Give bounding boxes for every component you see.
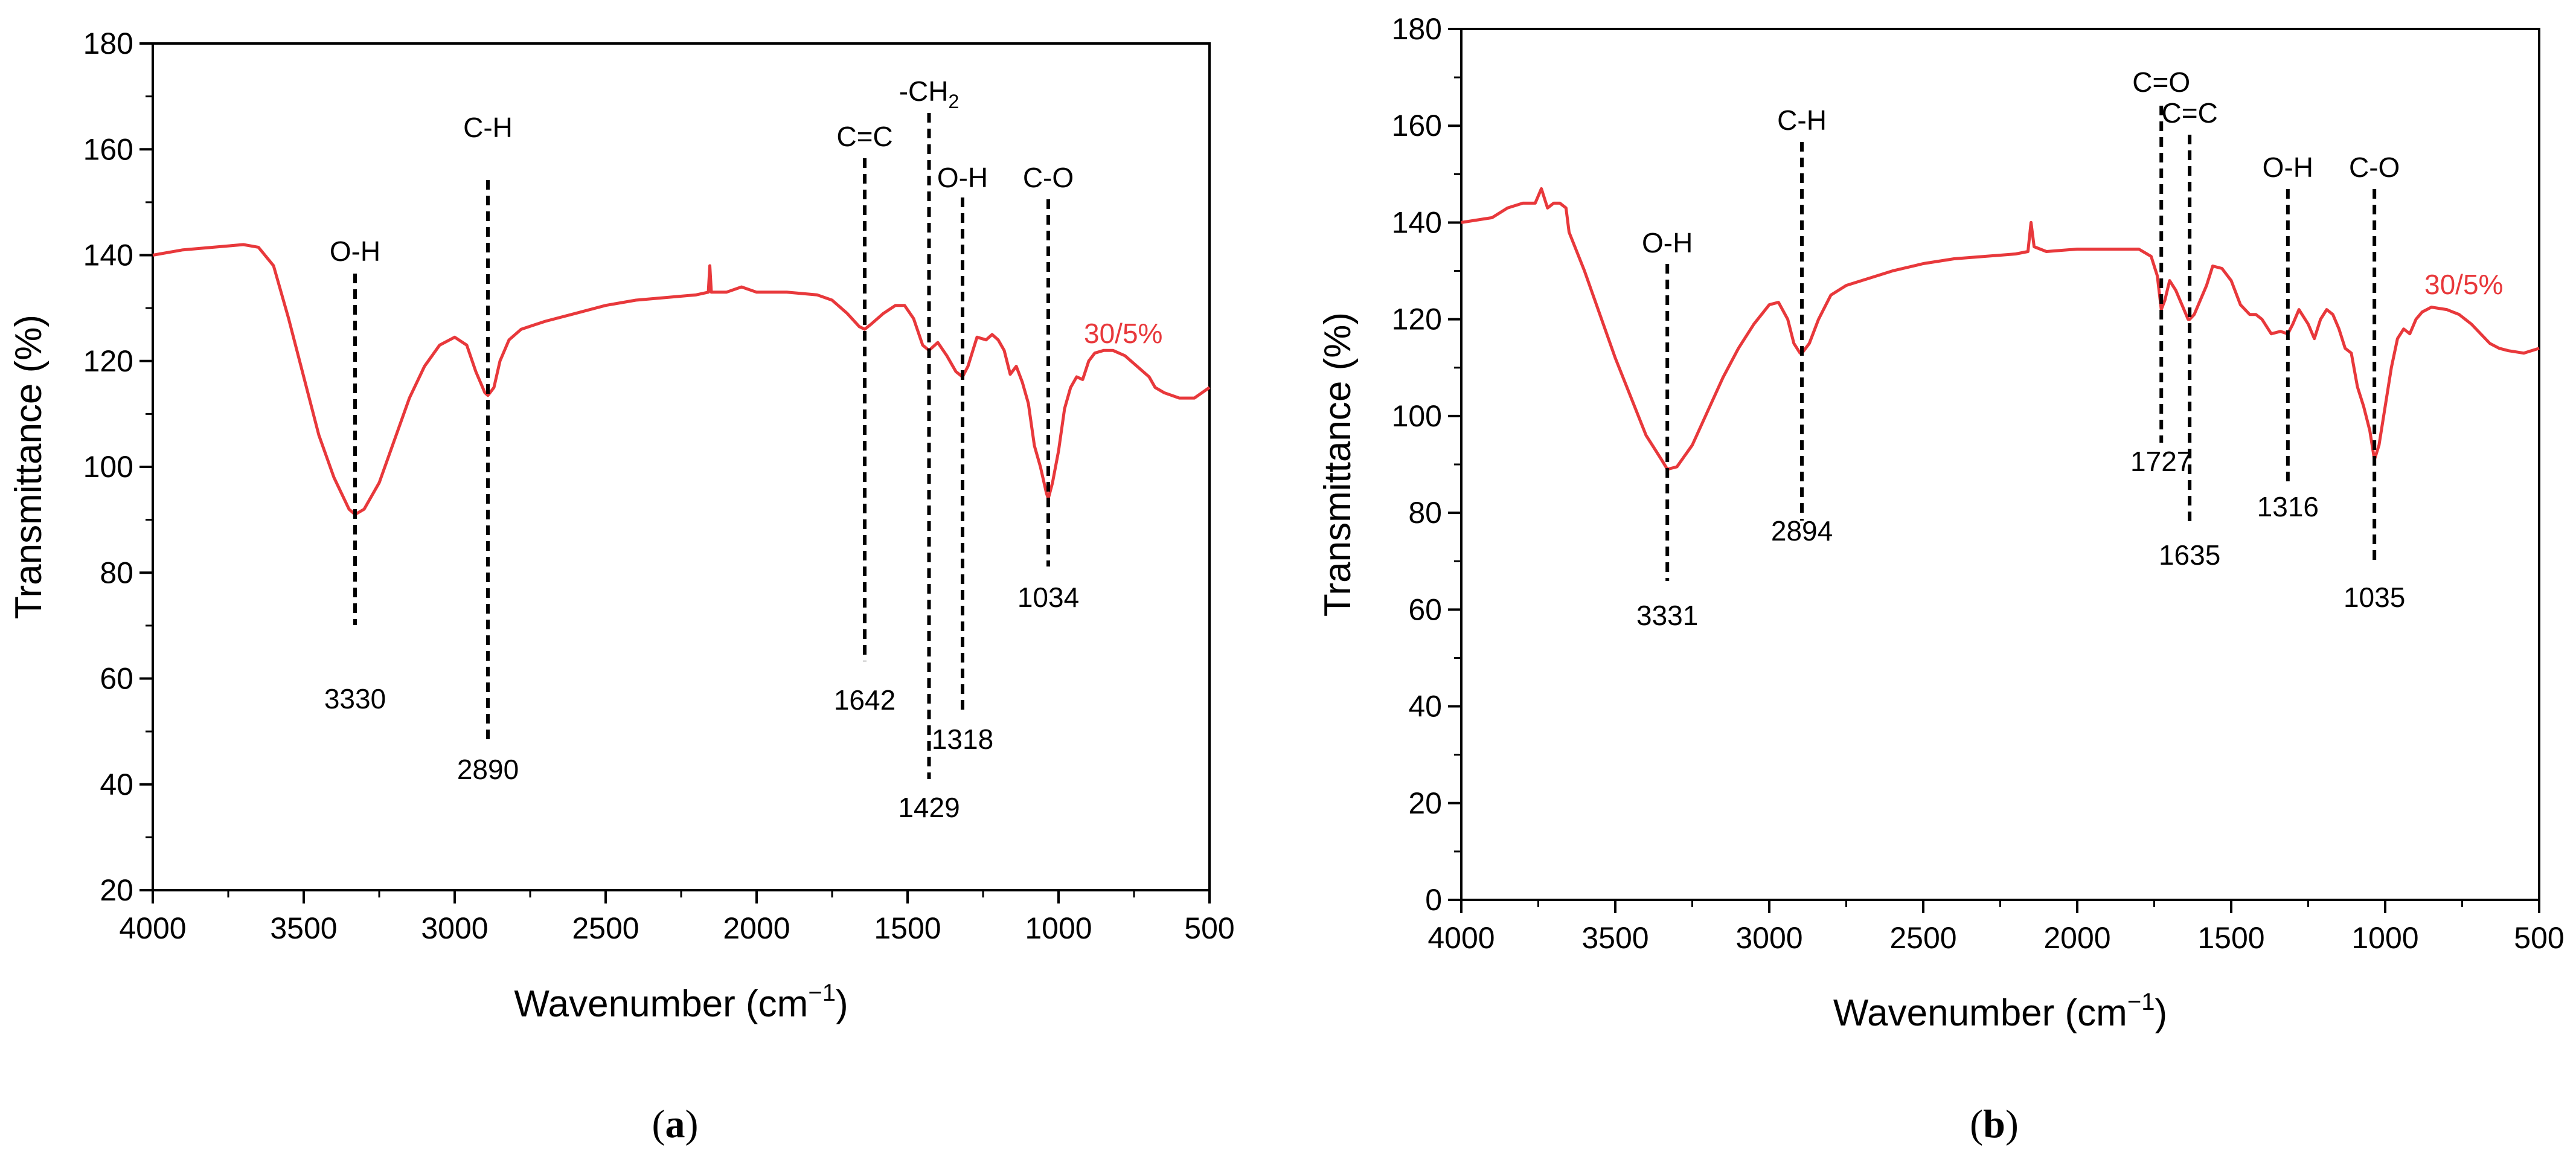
panel-label: (b) bbox=[1970, 1102, 2019, 1146]
y-tick-label: 60 bbox=[1408, 592, 1442, 626]
series-label: 30/5% bbox=[2424, 269, 2503, 300]
peak-wavenumber-label: 1642 bbox=[834, 684, 896, 716]
series-label: 30/5% bbox=[1084, 318, 1162, 349]
x-axis-title: Wavenumber (cm−1) bbox=[1833, 989, 2167, 1034]
x-tick-label: 2500 bbox=[1889, 921, 1956, 955]
x-tick-label: 4000 bbox=[1427, 921, 1495, 955]
y-tick-label: 40 bbox=[1408, 690, 1442, 724]
y-tick-label: 80 bbox=[100, 556, 133, 589]
x-axis-title: Wavenumber (cm−1) bbox=[514, 980, 848, 1025]
spectrum-line-a bbox=[152, 243, 1211, 516]
peak-wavenumber-label: 1318 bbox=[932, 724, 993, 755]
x-tick-label: 1000 bbox=[2351, 921, 2418, 955]
y-axis-title: Transmittance (%) bbox=[8, 315, 50, 619]
peak-group-label: O-H bbox=[2263, 152, 2313, 183]
peak-wavenumber-label: 1316 bbox=[2257, 491, 2319, 522]
chart-panel-b: 4000 3500 3000 2500 2000 1500 1000 500 0 20 40 60 80… bbox=[1317, 12, 2565, 1146]
peak-wavenumber-label: 1429 bbox=[898, 792, 960, 823]
peak-group-label: C-O bbox=[1023, 162, 1074, 193]
peak-group-label: C=C bbox=[836, 121, 892, 152]
spectrum-line-b bbox=[1461, 187, 2540, 471]
x-tick-label: 3000 bbox=[1735, 921, 1802, 955]
peak-group-label: -CH2 bbox=[899, 75, 960, 112]
y-tick-label: 140 bbox=[1392, 205, 1442, 239]
y-tick-label: 180 bbox=[83, 27, 133, 60]
y-tick-label: 180 bbox=[1392, 12, 1442, 46]
x-tick-label: 500 bbox=[1184, 911, 1234, 945]
x-tick-label: 2000 bbox=[723, 911, 790, 945]
y-tick-label: 140 bbox=[83, 239, 133, 272]
peak-wavenumber-label: 3330 bbox=[324, 683, 386, 714]
peak-group-label: O-H bbox=[937, 162, 988, 193]
peak-group-label: C-H bbox=[463, 112, 513, 143]
x-tick-label: 4000 bbox=[119, 911, 186, 945]
y-tick-label: 20 bbox=[1408, 786, 1442, 820]
peak-group-label: O-H bbox=[330, 236, 380, 267]
peak-group-label: C=O bbox=[2132, 66, 2190, 98]
peak-group-label: C-O bbox=[2349, 152, 2400, 183]
x-tick-label: 3500 bbox=[270, 911, 337, 945]
x-tick-label: 3500 bbox=[1581, 921, 1648, 955]
y-tick-label: 80 bbox=[1408, 496, 1442, 530]
peak-wavenumber-label: 3331 bbox=[1636, 600, 1698, 631]
x-tick-label: 500 bbox=[2514, 921, 2564, 955]
chart-panel-a: 4000 3500 3000 2500 2000 1500 1000 500 20 40 60 80 1… bbox=[8, 27, 1235, 1146]
x-tick-label: 1500 bbox=[874, 911, 941, 945]
y-tick-label: 60 bbox=[100, 662, 133, 696]
y-tick-label: 0 bbox=[1425, 883, 1442, 917]
y-tick-label: 100 bbox=[83, 450, 133, 484]
y-tick-label: 120 bbox=[83, 344, 133, 378]
y-tick-label: 120 bbox=[1392, 303, 1442, 336]
peak-wavenumber-label: 2890 bbox=[457, 754, 519, 785]
y-tick-label: 100 bbox=[1392, 399, 1442, 433]
y-tick-label: 160 bbox=[1392, 109, 1442, 143]
peak-wavenumber-label: 1034 bbox=[1017, 582, 1079, 613]
x-tick-label: 2000 bbox=[2043, 921, 2110, 955]
peak-wavenumber-label: 1727 bbox=[2130, 446, 2192, 477]
panel-label: (a) bbox=[652, 1102, 699, 1146]
peak-group-label: O-H bbox=[1642, 227, 1693, 258]
y-tick-label: 20 bbox=[100, 873, 133, 907]
x-tick-label: 3000 bbox=[421, 911, 488, 945]
peak-wavenumber-label: 1635 bbox=[2159, 539, 2220, 571]
x-tick-label: 1500 bbox=[2197, 921, 2264, 955]
peak-wavenumber-label: 1035 bbox=[2344, 582, 2405, 613]
x-tick-label: 1000 bbox=[1025, 911, 1092, 945]
x-tick-label: 2500 bbox=[572, 911, 639, 945]
y-axis-title: Transmittance (%) bbox=[1317, 312, 1359, 617]
y-tick-label: 160 bbox=[83, 132, 133, 166]
peak-wavenumber-label: 2894 bbox=[1771, 515, 1833, 547]
peak-group-label: C=C bbox=[2161, 97, 2217, 129]
peak-group-label: C-H bbox=[1777, 104, 1827, 136]
y-tick-label: 40 bbox=[100, 768, 133, 801]
